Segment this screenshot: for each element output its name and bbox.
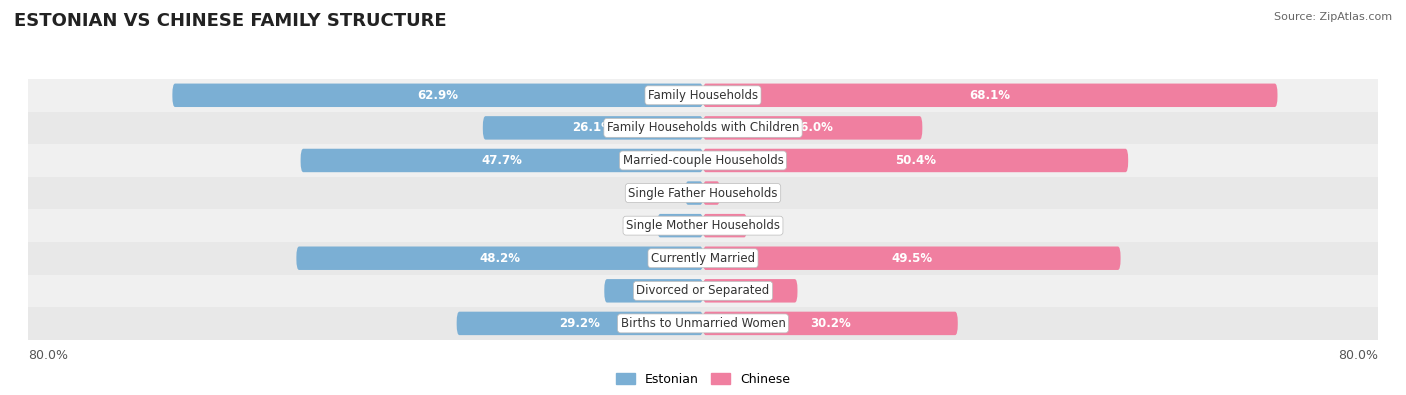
Text: 49.5%: 49.5% [891,252,932,265]
Text: 29.2%: 29.2% [560,317,600,330]
FancyBboxPatch shape [703,116,922,139]
FancyBboxPatch shape [703,312,957,335]
FancyBboxPatch shape [703,84,1278,107]
FancyBboxPatch shape [457,312,703,335]
Bar [28,177,1378,209]
Bar [28,307,1378,340]
Text: Births to Unmarried Women: Births to Unmarried Women [620,317,786,330]
Text: 26.0%: 26.0% [792,121,834,134]
Text: Single Father Households: Single Father Households [628,186,778,199]
Bar [28,242,1378,275]
FancyBboxPatch shape [482,116,703,139]
Text: 26.1%: 26.1% [572,121,613,134]
Text: 30.2%: 30.2% [810,317,851,330]
Bar [28,144,1378,177]
FancyBboxPatch shape [703,246,1121,270]
Bar [28,275,1378,307]
Text: Divorced or Separated: Divorced or Separated [637,284,769,297]
Text: ESTONIAN VS CHINESE FAMILY STRUCTURE: ESTONIAN VS CHINESE FAMILY STRUCTURE [14,12,447,30]
FancyBboxPatch shape [703,149,1128,172]
Text: 50.4%: 50.4% [896,154,936,167]
FancyBboxPatch shape [703,214,747,237]
Text: 62.9%: 62.9% [418,89,458,102]
Text: Family Households: Family Households [648,89,758,102]
Text: 2.0%: 2.0% [727,186,756,199]
Text: Single Mother Households: Single Mother Households [626,219,780,232]
Text: Currently Married: Currently Married [651,252,755,265]
FancyBboxPatch shape [685,181,703,205]
Bar [28,79,1378,111]
Text: Family Households with Children: Family Households with Children [607,121,799,134]
Bar [28,111,1378,144]
Text: 5.4%: 5.4% [621,219,651,232]
FancyBboxPatch shape [301,149,703,172]
FancyBboxPatch shape [173,84,703,107]
FancyBboxPatch shape [297,246,703,270]
Text: 48.2%: 48.2% [479,252,520,265]
FancyBboxPatch shape [605,279,703,303]
Text: 11.2%: 11.2% [730,284,770,297]
Legend: Estonian, Chinese: Estonian, Chinese [612,368,794,391]
Text: 68.1%: 68.1% [970,89,1011,102]
Text: 2.1%: 2.1% [648,186,679,199]
Bar [28,209,1378,242]
Text: 80.0%: 80.0% [1339,350,1378,363]
FancyBboxPatch shape [703,279,797,303]
Text: 11.7%: 11.7% [633,284,673,297]
Text: Married-couple Households: Married-couple Households [623,154,783,167]
Text: 47.7%: 47.7% [481,154,522,167]
FancyBboxPatch shape [703,181,720,205]
Text: Source: ZipAtlas.com: Source: ZipAtlas.com [1274,12,1392,22]
FancyBboxPatch shape [658,214,703,237]
Text: 80.0%: 80.0% [28,350,67,363]
Text: 5.2%: 5.2% [754,219,783,232]
